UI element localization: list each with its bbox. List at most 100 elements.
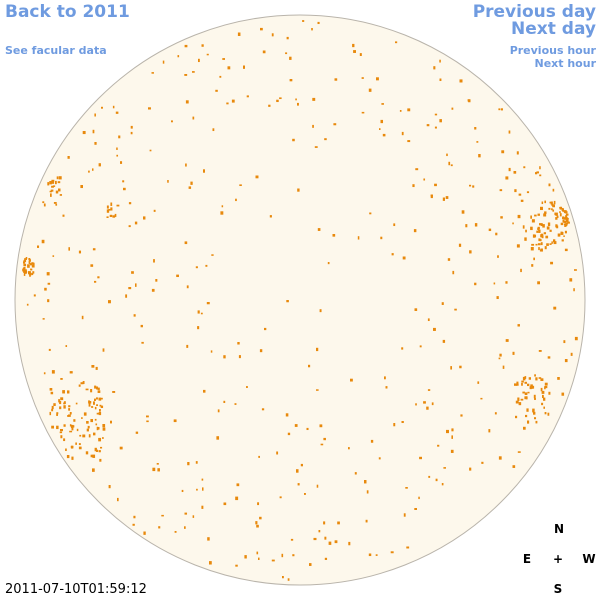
facula — [567, 221, 570, 224]
facula — [515, 400, 519, 404]
next-hour-link[interactable]: Next hour — [534, 57, 597, 70]
facula — [531, 243, 535, 246]
facula — [211, 254, 214, 256]
facula — [203, 169, 205, 173]
facula — [549, 243, 552, 245]
facula — [47, 282, 51, 285]
facula — [513, 171, 517, 174]
facula — [262, 50, 266, 54]
facula — [62, 390, 65, 394]
facula — [527, 383, 530, 387]
facula — [423, 401, 426, 404]
facula — [286, 36, 289, 40]
facula — [380, 236, 383, 240]
facula — [279, 496, 282, 499]
facula — [176, 274, 179, 278]
facula — [206, 302, 210, 305]
facula — [498, 456, 502, 460]
facula — [540, 387, 543, 392]
facula — [512, 222, 514, 225]
facula — [552, 204, 555, 208]
facula — [297, 102, 299, 106]
facula — [92, 468, 95, 472]
facula — [563, 235, 565, 237]
facula — [244, 555, 247, 559]
facula — [73, 419, 76, 422]
facula — [207, 537, 210, 541]
facula — [51, 185, 54, 188]
facula — [59, 431, 63, 434]
facula — [559, 208, 562, 210]
facula — [498, 108, 501, 111]
facula — [260, 27, 263, 31]
facula — [390, 551, 394, 554]
facula — [85, 451, 89, 455]
facula — [565, 215, 568, 219]
facula — [67, 415, 69, 417]
facula — [508, 130, 511, 134]
facula — [474, 282, 477, 286]
next-day-link[interactable]: Next day — [511, 19, 596, 39]
facular-data-link[interactable]: See facular data — [5, 44, 107, 57]
facula — [539, 239, 542, 242]
facula — [334, 540, 338, 544]
facula — [555, 212, 558, 216]
facula — [184, 44, 188, 48]
facula — [442, 197, 445, 201]
facula — [393, 223, 396, 227]
facula — [434, 126, 437, 129]
facula — [553, 306, 557, 310]
facula — [51, 180, 55, 184]
facula — [540, 223, 543, 227]
facula — [512, 351, 515, 355]
compass-north: N — [553, 522, 565, 536]
facula — [522, 225, 525, 229]
facula — [535, 243, 538, 246]
facula — [289, 79, 293, 82]
facula — [451, 107, 454, 110]
facula — [95, 423, 98, 426]
facula — [451, 428, 454, 432]
facula — [97, 390, 101, 393]
solar-disk — [14, 14, 586, 586]
facula — [461, 210, 465, 214]
facula — [560, 222, 564, 226]
previous-hour-link[interactable]: Previous hour — [509, 44, 596, 57]
facula — [290, 538, 294, 541]
facula — [497, 255, 499, 258]
facula — [198, 58, 200, 63]
facula — [528, 377, 531, 380]
facula — [364, 480, 367, 484]
facula — [565, 222, 568, 227]
facula — [320, 443, 324, 446]
facula — [426, 406, 429, 410]
facula — [448, 161, 451, 166]
facula — [366, 490, 369, 494]
facula — [534, 374, 536, 377]
back-link[interactable]: Back to 2011 — [5, 2, 130, 22]
facula — [311, 28, 313, 31]
facula — [536, 230, 539, 233]
facula — [181, 489, 184, 493]
facula — [548, 183, 551, 187]
facula — [426, 124, 430, 127]
facula — [553, 239, 556, 243]
facula — [231, 99, 235, 103]
facula — [108, 485, 111, 489]
facula — [287, 432, 291, 436]
facula — [446, 153, 448, 157]
facula — [433, 66, 436, 70]
facula — [538, 350, 542, 352]
facula — [419, 456, 422, 460]
facula — [235, 564, 238, 567]
facula — [563, 220, 567, 223]
facula — [459, 79, 463, 83]
facula — [173, 419, 177, 423]
facula — [304, 493, 306, 495]
facula — [350, 378, 353, 382]
facula — [282, 576, 284, 579]
facula — [86, 421, 89, 424]
facula — [564, 230, 567, 234]
previous-day-link[interactable]: Previous day — [472, 2, 596, 22]
